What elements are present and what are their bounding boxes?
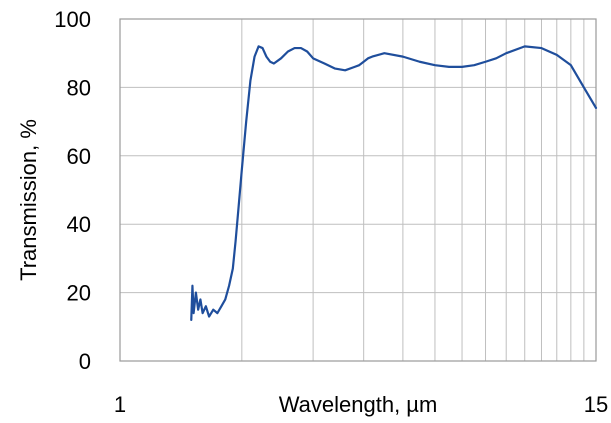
series-layer [190, 45, 598, 322]
y-tick-label: 20 [67, 281, 91, 306]
y-tick-label: 60 [67, 144, 91, 169]
x-tick-labels: 1 15 [114, 392, 608, 417]
y-tick-label: 80 [67, 75, 91, 100]
x-axis-title: Wavelength, µm [279, 392, 438, 417]
y-tick-label: 0 [79, 349, 91, 374]
y-axis-title: Transmission, % [16, 119, 41, 281]
plot-border [119, 18, 597, 362]
y-tick-label: 100 [54, 7, 91, 32]
grid [119, 18, 597, 362]
y-tick-labels: 0 20 40 60 80 100 [54, 7, 91, 374]
series-line-1 [190, 45, 598, 322]
plot-frame [119, 18, 597, 362]
y-tick-label: 40 [67, 212, 91, 237]
x-tick-label: 15 [584, 392, 608, 417]
x-tick-label: 1 [114, 392, 126, 417]
